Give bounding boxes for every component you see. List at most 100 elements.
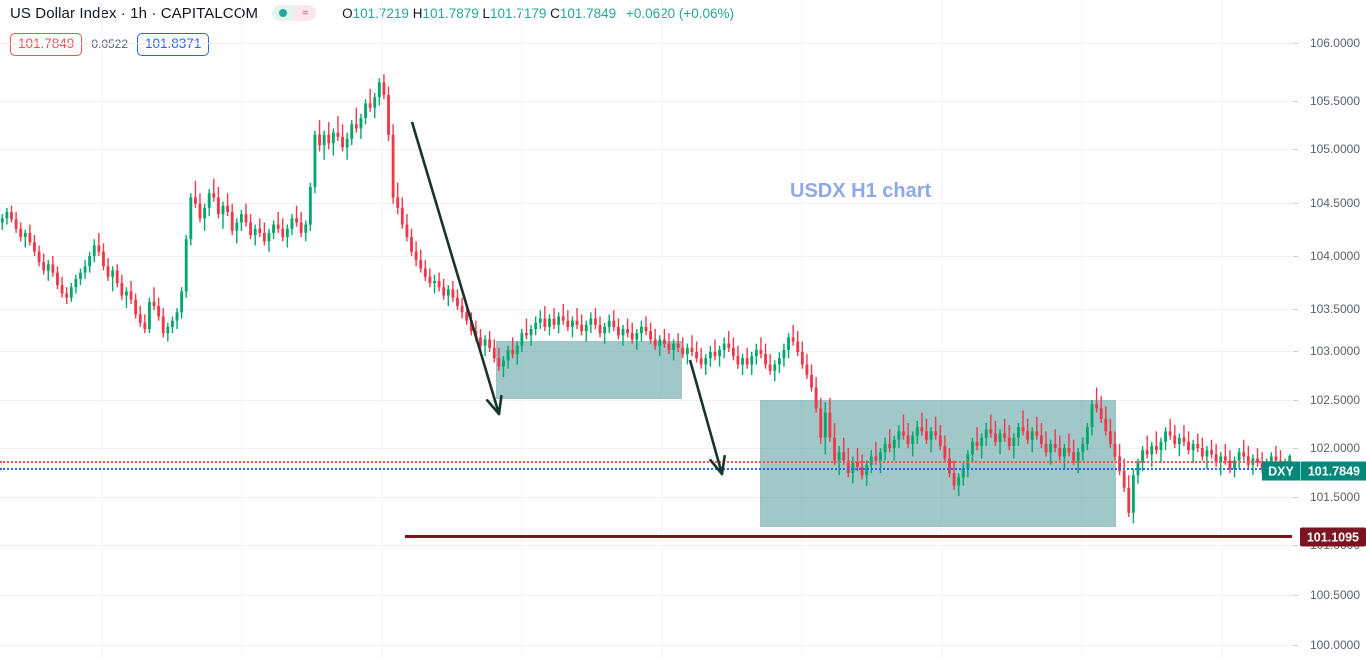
candle-body [239,214,243,223]
candle-body [308,186,312,225]
candle-body [708,351,712,359]
candle-body [1026,431,1030,440]
candle-body [906,435,910,444]
candle-body [745,358,749,365]
candle-body [989,429,993,434]
open-label: O [342,5,353,21]
candle-body [442,287,446,296]
candle-body [777,358,781,365]
candle-body [1030,431,1034,440]
candle-body [593,318,597,325]
candle-body [754,349,758,357]
candle-body [994,433,997,442]
grid-line-vertical [101,0,102,658]
candle-body [14,219,18,229]
candle-body [1058,448,1062,457]
candle-body [525,333,528,336]
candle-body [1237,452,1241,461]
symbol-title[interactable]: US Dollar Index · 1h · CAPITALCOM [10,4,259,22]
candle-body [1288,455,1292,463]
candle-body [1127,487,1131,513]
candle-body [313,134,317,187]
candle-body [1182,437,1186,442]
candle-body [911,435,915,444]
candle-body [649,331,653,340]
candle-body [589,318,593,325]
ohlc-values: O101.7219 H101.7879 L101.7179 C101.7849 … [342,6,734,21]
candle-body [731,347,735,357]
candle-body [800,351,804,365]
candle-body [1118,456,1122,472]
candle-body [502,360,505,367]
grid-line-vertical [801,0,802,658]
candle-body [465,312,469,321]
candle-body [74,278,78,288]
candle-body [571,320,574,327]
candle-body [23,232,27,238]
grid-line-vertical [381,0,382,658]
candle-body [451,289,455,298]
candle-body [276,224,280,229]
low-label: L [482,5,491,21]
consolidation-zone-left[interactable] [496,341,682,399]
candle-body [1150,445,1154,455]
candle-body [373,97,377,108]
low-value: 101.7179 [490,5,547,21]
candle-body [456,297,459,307]
candle-body [354,124,358,129]
candle-body [368,103,372,108]
candle-body [157,306,161,317]
candle-body [382,82,386,96]
candle-body [148,301,151,329]
candle-body [676,343,680,348]
candle-body [92,245,96,256]
candle-body [414,251,418,261]
candle-body [810,374,813,388]
candle-body [658,339,662,346]
axis-tick-label: 105.0000 [1309,142,1360,156]
candle-body [138,314,142,323]
candle-body [644,326,648,332]
candle-body [272,224,275,233]
candle-body [961,468,965,478]
support-trend-line[interactable] [405,535,1292,538]
support-price-badge[interactable]: 101.1095 [1299,527,1366,547]
current-price-badge[interactable]: DXY 101.7849 [1262,461,1366,481]
candle-body [1145,450,1149,455]
candle-body [281,228,285,238]
high-label: H [412,5,423,21]
candle-body [1164,431,1167,442]
candle-body [557,316,561,325]
candle-body [1122,471,1126,488]
price-axis[interactable]: 106.0000 105.5000 105.0000 104.5000 104.0000… [1262,0,1366,658]
candle-body [290,218,294,229]
candle-body [193,197,197,204]
chart-plot-area[interactable]: USDX H1 chart [0,0,1292,658]
candle-body [791,337,795,342]
candle-body [998,433,1002,442]
candle-body [736,356,740,365]
candle-body [534,322,538,329]
candle-body [943,445,947,459]
candle-body [1210,450,1213,455]
grid-line-vertical [661,0,662,658]
candle-body [938,435,942,446]
candle-body [948,458,951,474]
chart-text-annotation: USDX H1 chart [790,180,932,202]
candle-body [212,193,216,198]
candle-body [653,339,657,346]
session-status-badge[interactable]: ≈ [272,5,317,21]
grid-line-horizontal [0,101,1292,102]
downtrend-arrow-1[interactable] [410,121,503,416]
quote-row: 101.7849 0.0522 101.8371 [10,33,210,56]
candle-body [377,82,381,98]
spread-value: 0.0522 [91,37,129,52]
candle-body [833,437,836,461]
candle-body [842,452,846,461]
candle-body [469,320,473,332]
downtrend-arrow-2[interactable] [688,359,726,476]
axis-tick-mark [1293,101,1298,102]
candle-body [1076,452,1080,461]
grid-line-horizontal [0,497,1292,498]
candle-body [883,443,887,453]
